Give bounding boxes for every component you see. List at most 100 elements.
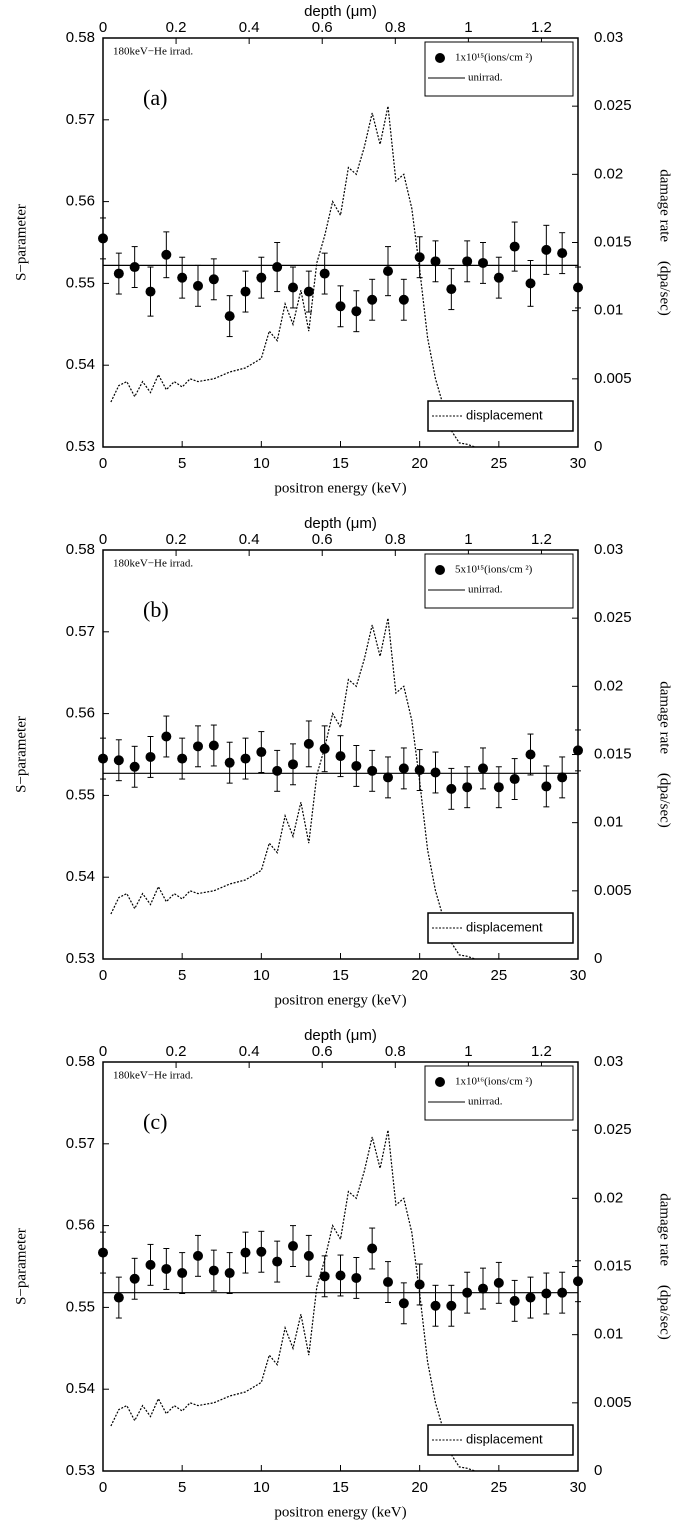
data-point (493, 782, 504, 793)
y-tick-label: 0.53 (66, 950, 95, 967)
x2-tick-label: 1 (464, 531, 472, 548)
data-point (193, 280, 203, 291)
data-point (113, 268, 124, 279)
y-axis-title: S−parameter (13, 204, 29, 281)
legend-label: 5x10¹⁵(ions/cm ²) (455, 564, 533, 576)
x-tick-label: 5 (178, 455, 186, 472)
x-tick-label: 10 (253, 1479, 270, 1496)
x-tick-label: 25 (490, 967, 507, 984)
data-point (398, 1298, 409, 1309)
data-point (288, 759, 298, 770)
y-axis-title: S−parameter (13, 1228, 29, 1305)
data-point (446, 1300, 457, 1311)
y-tick-label: 0.54 (66, 356, 95, 373)
x2-axis-title: depth (μm) (304, 1027, 377, 1044)
y2-tick-label: 0.025 (594, 609, 632, 626)
x-tick-label: 15 (332, 967, 349, 984)
legend-label: 1x10¹⁶(ions/cm ²) (455, 1076, 533, 1088)
x2-tick-label: 0.4 (239, 19, 260, 36)
data-point (573, 1276, 583, 1287)
data-point (351, 760, 362, 771)
x-tick-label: 0 (99, 1479, 107, 1496)
x-tick-label: 5 (178, 1479, 186, 1496)
data-point (367, 294, 378, 305)
x-tick-label: 15 (332, 455, 349, 472)
x2-axis-title: depth (μm) (304, 3, 377, 20)
legend-box (424, 41, 574, 97)
y2-tick-label: 0.02 (594, 1189, 623, 1206)
data-point (240, 286, 251, 297)
data-point (351, 1272, 362, 1283)
y2-tick-label: 0.005 (594, 1394, 632, 1411)
x-axis-title: positron energy (keV) (274, 1504, 406, 1520)
y2-tick-label: 0.03 (594, 541, 623, 558)
panel-label: (a) (143, 85, 167, 110)
data-point (224, 311, 235, 322)
x-tick-label: 0 (99, 455, 107, 472)
data-point (256, 747, 267, 758)
data-point (509, 1295, 520, 1306)
data-point (541, 1288, 552, 1299)
data-point (414, 252, 425, 263)
y-tick-label: 0.57 (66, 1135, 95, 1152)
legend-box (427, 400, 574, 432)
data-point (462, 782, 473, 793)
y-tick-label: 0.54 (66, 1380, 95, 1397)
x2-tick-label: 0.6 (312, 531, 333, 548)
chart-panel: 0.530.540.550.560.570.5800.0050.010.0150… (13, 1027, 672, 1520)
data-point (288, 282, 298, 293)
y2-tick-label: 0.005 (594, 882, 632, 899)
y2-tick-label: 0.02 (594, 677, 623, 694)
y-tick-label: 0.53 (66, 1462, 95, 1479)
legend-marker (435, 53, 445, 63)
legend-label: displacement (466, 407, 543, 422)
data-point (303, 286, 314, 297)
displacement-curve (110, 106, 476, 448)
annotation: 180keV−He irrad. (113, 46, 193, 58)
panel-label: (b) (143, 597, 169, 622)
plot-frame (102, 37, 579, 448)
legend-box (424, 553, 574, 609)
y2-tick-label: 0.025 (594, 97, 632, 114)
data-point (573, 282, 583, 293)
x-tick-label: 15 (332, 1479, 349, 1496)
data-point (446, 284, 457, 295)
x-tick-label: 30 (570, 967, 587, 984)
data-point (398, 294, 409, 305)
data-point (493, 1277, 504, 1288)
legend-label: unirrad. (468, 72, 503, 84)
data-point (161, 1263, 172, 1274)
data-point (525, 278, 536, 289)
data-point (509, 241, 520, 252)
data-point (367, 1243, 378, 1254)
x2-tick-label: 0 (99, 531, 107, 548)
y-tick-label: 0.56 (66, 193, 95, 210)
y-tick-label: 0.55 (66, 786, 95, 803)
x2-tick-label: 1 (464, 1043, 472, 1060)
data-point (541, 244, 552, 255)
data-point (478, 763, 488, 774)
legend-marker (435, 1077, 445, 1087)
data-point (256, 272, 267, 283)
annotation: 180keV−He irrad. (113, 558, 193, 570)
data-point (177, 1268, 188, 1279)
x-axis-title: positron energy (keV) (274, 480, 406, 496)
data-point (193, 1250, 203, 1261)
data-point (541, 781, 552, 792)
legend-label: 1x10¹⁵(ions/cm ²) (455, 52, 533, 64)
data-point (557, 772, 568, 783)
y-tick-label: 0.56 (66, 1217, 95, 1234)
x-tick-label: 30 (570, 1479, 587, 1496)
x2-tick-label: 0.8 (385, 1043, 406, 1060)
data-point (256, 1246, 267, 1257)
x2-tick-label: 0.4 (239, 1043, 260, 1060)
data-point (145, 751, 156, 762)
y2-tick-label: 0 (594, 950, 602, 967)
x2-tick-label: 0.4 (239, 531, 260, 548)
x-tick-label: 20 (411, 967, 428, 984)
data-point (525, 1292, 536, 1303)
data-point (383, 1277, 393, 1288)
data-point (177, 753, 188, 764)
